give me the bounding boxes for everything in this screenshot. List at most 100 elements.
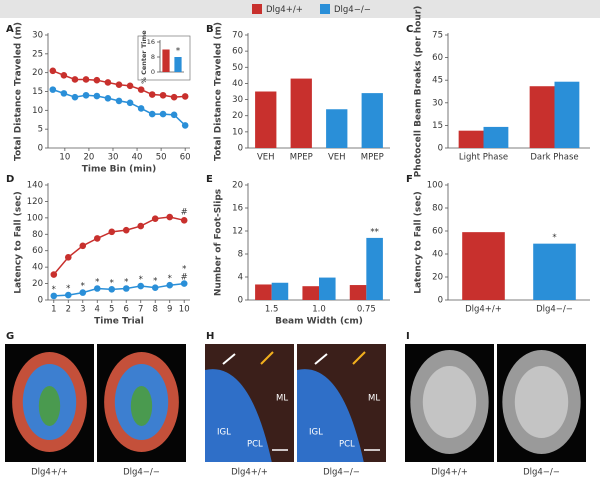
x-tick-label: MPEP (361, 153, 384, 163)
y-tick-label: 60 (432, 227, 443, 237)
y-tick-label: 60 (232, 47, 243, 57)
data-point (159, 91, 167, 99)
x-tick-label: Dlg4+/+ (465, 305, 502, 315)
y-tick-label: 0 (151, 68, 155, 76)
y-tick-label: 20 (32, 68, 43, 78)
y-tick-label: 60 (432, 53, 443, 63)
annotation: # (181, 273, 188, 283)
annotation: * (110, 278, 114, 288)
region-label: PCL (339, 440, 355, 450)
bar (554, 81, 580, 148)
data-point (151, 215, 159, 222)
data-point (181, 122, 189, 129)
bar (319, 277, 336, 300)
x-tick-label: 1 (51, 305, 56, 315)
image-caption: Dlg4+/+ (431, 468, 468, 478)
data-point (166, 281, 174, 289)
data-point (166, 213, 174, 221)
y-tick-label: 16 (232, 204, 243, 214)
y-tick-label: 25 (32, 49, 43, 59)
y-tick-label: 5 (38, 125, 43, 135)
x-tick-label: VEH (257, 153, 275, 163)
panel-letter: C (406, 24, 413, 35)
y-tick-label: 100 (27, 213, 43, 223)
x-tick-label: 30 (108, 153, 119, 163)
panel-letter: I (406, 331, 410, 342)
micrograph: ML IGL PCL (205, 344, 294, 462)
data-point (108, 228, 116, 236)
annotation: * (153, 277, 157, 287)
region-label: IGL (217, 428, 231, 438)
x-tick-label: 40 (132, 153, 143, 163)
data-point (122, 285, 130, 292)
data-point (137, 282, 145, 290)
series-line (53, 282, 185, 297)
region-label: ML (368, 394, 380, 404)
legend-label: Dlg4−/− (334, 5, 371, 15)
micrograph (497, 344, 586, 462)
x-tick-label: 2 (66, 305, 71, 315)
micrograph (5, 344, 94, 462)
data-point (137, 86, 145, 93)
data-point (181, 93, 189, 100)
y-tick-label: 30 (232, 95, 243, 105)
y-tick-label: 0 (38, 296, 43, 306)
x-tick-label: 60 (180, 153, 191, 163)
data-point (50, 292, 58, 300)
annotation: # (181, 208, 188, 218)
legend-label: Dlg4+/+ (266, 5, 303, 15)
annotation: * (124, 277, 128, 287)
x-axis-label: Time Trial (94, 317, 144, 327)
data-point (170, 111, 178, 119)
annotation: * (168, 274, 172, 284)
y-tick-label: 80 (32, 230, 43, 240)
y-tick-label: 40 (32, 263, 43, 273)
brain (514, 366, 569, 438)
data-point (64, 291, 72, 299)
tissue (205, 369, 272, 462)
y-axis-label: Total Distance Traveled (m) (214, 22, 224, 161)
x-tick-label: 5 (109, 305, 114, 315)
annotation: * (81, 282, 85, 292)
y-tick-label: 8 (238, 250, 243, 260)
y-axis-label: Total Distance Traveled (m) (14, 22, 24, 161)
x-tick-label: 8 (153, 305, 158, 315)
y-tick-label: 40 (232, 79, 243, 89)
bar (326, 109, 348, 148)
bar (533, 243, 576, 300)
y-tick-label: 0 (238, 296, 243, 306)
y-tick-label: 20 (32, 279, 43, 289)
data-point (64, 253, 72, 261)
annotation: * (182, 264, 186, 274)
y-tick-label: 4 (238, 273, 243, 283)
tissue (38, 386, 61, 426)
y-tick-label: 10 (232, 127, 243, 137)
region-label: ML (276, 394, 288, 404)
y-tick-label: 30 (432, 98, 443, 108)
arrow (222, 353, 236, 365)
series-line (53, 216, 185, 276)
micrograph (97, 344, 186, 462)
data-point (60, 72, 68, 79)
data-point (115, 97, 123, 105)
bar (529, 86, 555, 148)
data-point (49, 86, 57, 93)
x-tick-label: 3 (80, 305, 85, 315)
data-point (93, 235, 101, 242)
annotation: * (66, 284, 70, 294)
annotation: * (552, 233, 556, 243)
data-point (148, 91, 156, 98)
data-point (49, 67, 57, 75)
region-label: PCL (247, 440, 263, 450)
x-tick-label: 9 (167, 305, 172, 315)
y-axis-label: Number of Foot-Slips (214, 189, 224, 296)
x-tick-label: Dark Phase (530, 153, 578, 163)
annotation: ** (370, 227, 379, 237)
tissue (130, 386, 153, 426)
y-tick-label: 20 (432, 273, 443, 283)
image-caption: Dlg4−/− (523, 468, 560, 478)
y-axis-label: % Center Time (140, 30, 148, 84)
y-tick-label: 60 (32, 246, 43, 256)
y-tick-label: 45 (432, 76, 443, 86)
image-caption: Dlg4−/− (123, 468, 160, 478)
